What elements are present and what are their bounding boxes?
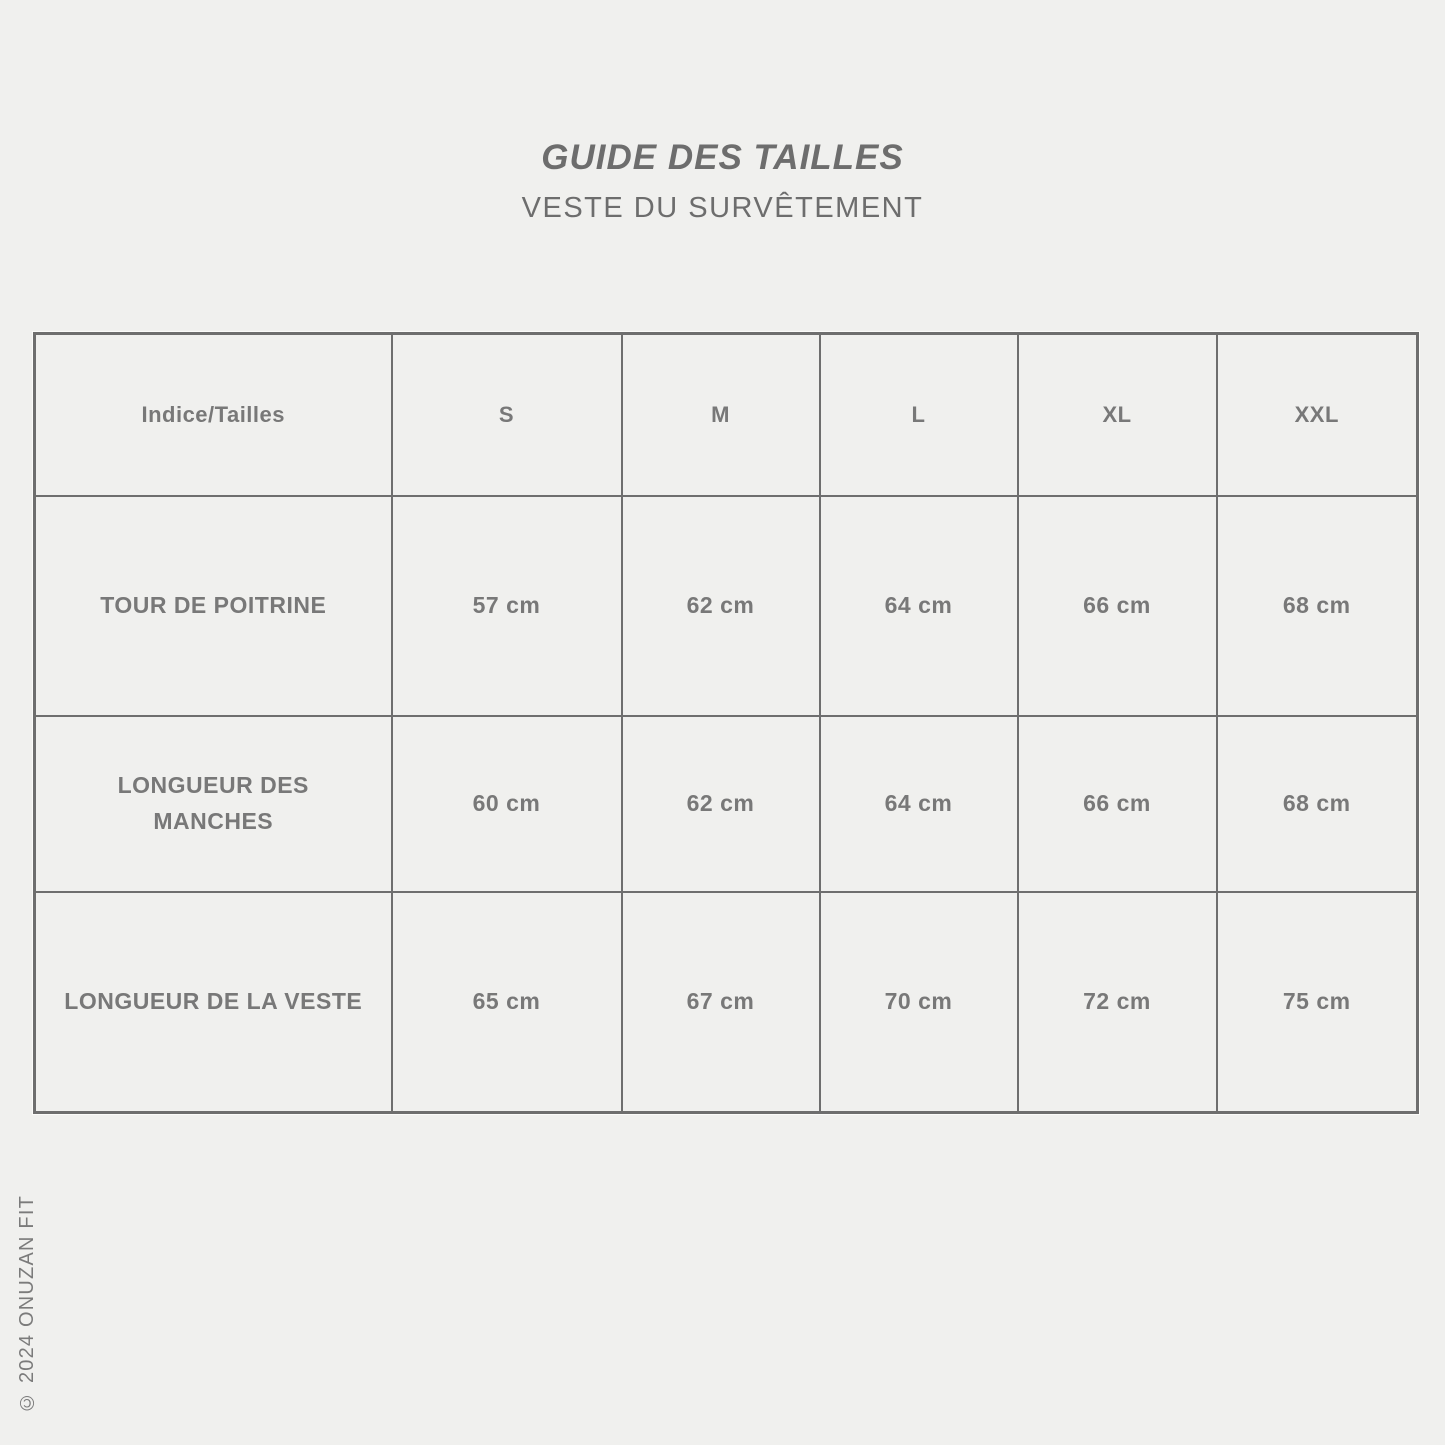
table-header-row: Indice/Tailles S M L XL XXL [33,332,1419,497]
value-cell: 68 cm [1215,494,1419,717]
value-cell: 68 cm [1215,714,1419,893]
header-cell-size-xl: XL [1016,332,1218,497]
value-cell: 62 cm [620,494,821,717]
value-cell: 75 cm [1215,890,1419,1114]
value-cell: 64 cm [818,714,1019,893]
row-label-cell: LONGUEUR DE LA VESTE [33,890,393,1114]
value-cell: 70 cm [818,890,1019,1114]
header: GUIDE DES TAILLES VESTE DU SURVÊTEMENT [0,138,1445,225]
value-cell: 60 cm [390,714,623,893]
header-cell-size-xxl: XXL [1215,332,1419,497]
copyright-note: © 2024 ONUZAN FIT [16,1195,38,1413]
value-cell: 65 cm [390,890,623,1114]
table-row-sleeve-length: LONGUEUR DES MANCHES 60 cm 62 cm 64 cm 6… [33,714,1419,893]
header-cell-size-l: L [818,332,1019,497]
row-label-cell: TOUR DE POITRINE [33,494,393,717]
value-cell: 72 cm [1016,890,1218,1114]
row-label-cell: LONGUEUR DES MANCHES [33,714,393,893]
value-cell: 64 cm [818,494,1019,717]
value-cell: 67 cm [620,890,821,1114]
value-cell: 62 cm [620,714,821,893]
header-cell-indice-tailles: Indice/Tailles [33,332,393,497]
page-title: GUIDE DES TAILLES [541,138,904,177]
value-cell: 57 cm [390,494,623,717]
size-guide-table: Indice/Tailles S M L XL XXL TOUR DE POIT… [33,332,1419,1114]
value-cell: 66 cm [1016,714,1218,893]
header-cell-size-s: S [390,332,623,497]
page-subtitle: VESTE DU SURVÊTEMENT [521,192,924,224]
header-cell-size-m: M [620,332,821,497]
table-row-jacket-length: LONGUEUR DE LA VESTE 65 cm 67 cm 70 cm 7… [33,890,1419,1114]
value-cell: 66 cm [1016,494,1218,717]
table-row-chest: TOUR DE POITRINE 57 cm 62 cm 64 cm 66 cm… [33,494,1419,717]
